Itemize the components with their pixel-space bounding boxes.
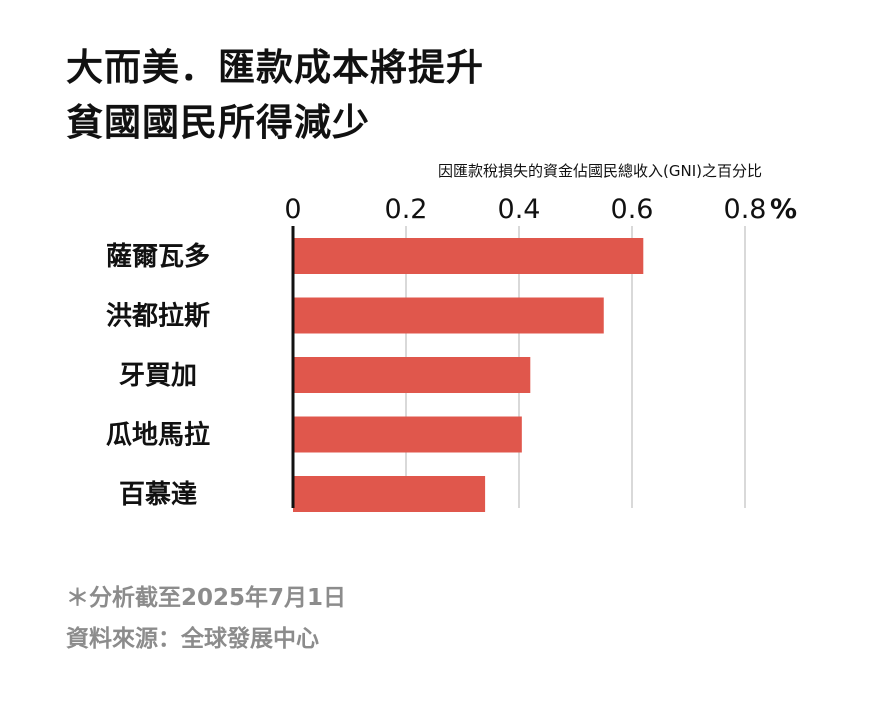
footnote-date: ＊分析截至2025年7月1日 [66,585,347,611]
category-label-4: 瓜地馬拉 [106,420,210,451]
x-tick-label-3: 0.6 [611,194,654,225]
bar-5 [293,476,486,512]
x-tick-label-0: 0 [284,194,301,225]
bar-chart: 因匯款稅損失的資金佔國民總收入(GNI)之百分比 0 0.2 0.4 0.6 0.8 % 薩爾… [106,162,797,512]
category-label-1: 薩爾瓦多 [106,242,210,272]
bar-1 [293,238,644,274]
category-label-2: 洪都拉斯 [106,301,210,332]
x-tick-label-4: 0.8 [724,194,767,225]
page-title-line-2: 貧國國民所得減少 [66,101,370,144]
bar-4 [293,416,522,453]
chart-subtitle: 因匯款稅損失的資金佔國民總收入(GNI)之百分比 [438,162,762,180]
category-label-3: 牙買加 [119,361,197,391]
x-tick-label-2: 0.4 [498,194,541,225]
page-title-line-1: 大而美．匯款成本將提升 [66,46,484,89]
x-tick-label-1: 0.2 [385,194,428,225]
bar-3 [293,357,531,393]
x-axis-unit: % [770,194,797,225]
footnote-source: 資料來源：全球發展中心 [66,626,319,652]
category-label-5: 百慕達 [119,480,197,510]
bar-2 [293,297,604,334]
